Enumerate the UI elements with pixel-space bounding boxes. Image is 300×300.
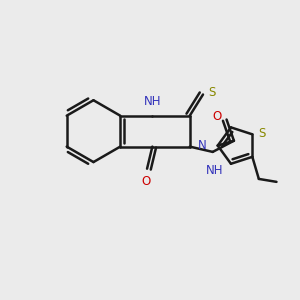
Text: O: O [141,175,150,188]
Text: O: O [212,110,221,123]
Text: S: S [208,85,216,99]
Text: NH: NH [206,164,224,177]
Text: NH: NH [144,95,161,108]
Text: N: N [198,139,207,152]
Text: S: S [258,127,266,140]
